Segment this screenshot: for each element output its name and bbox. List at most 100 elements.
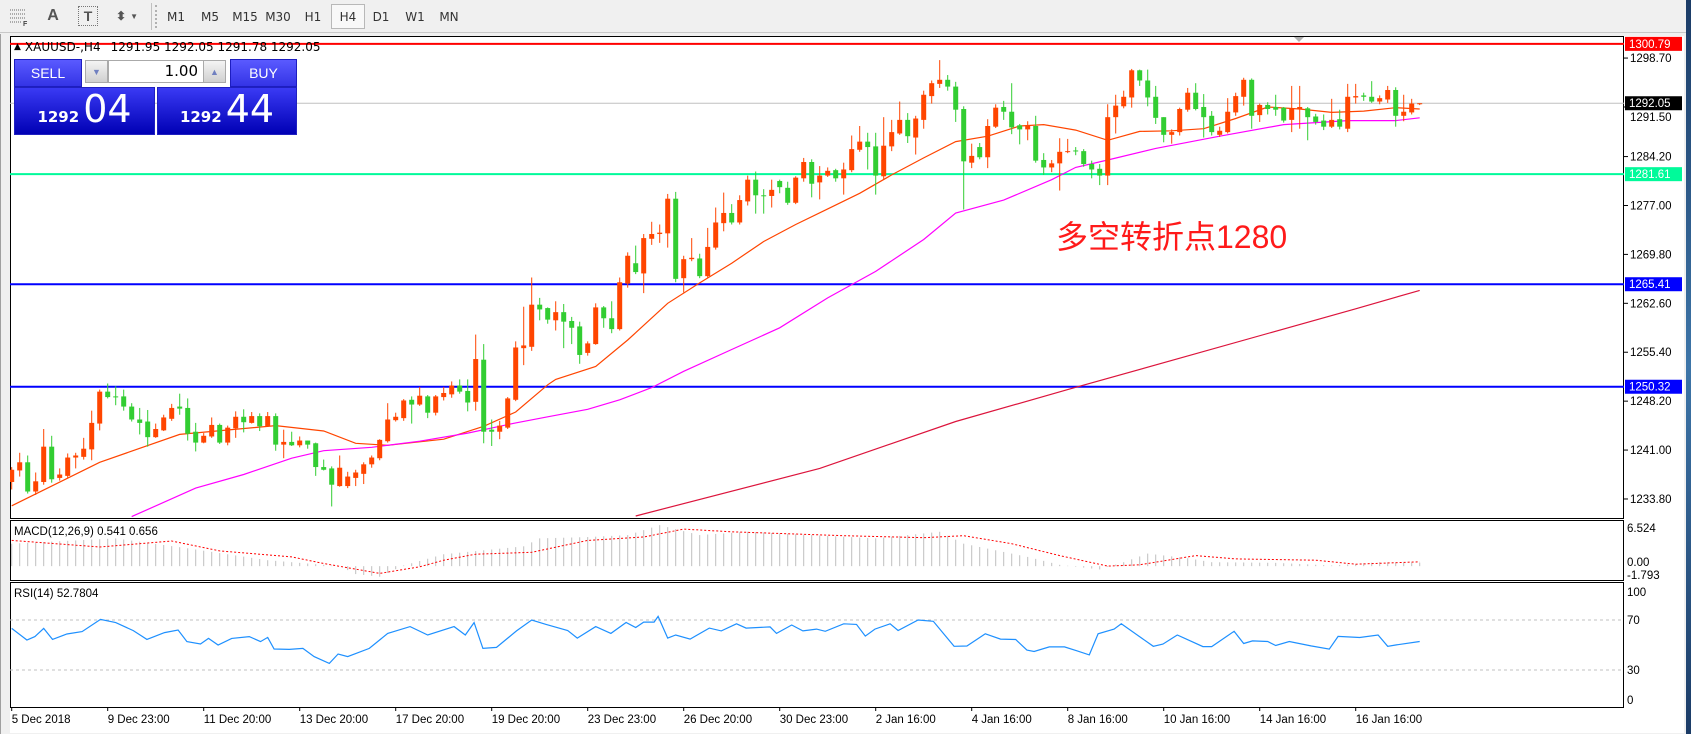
candle <box>1409 98 1415 115</box>
candle-body <box>369 457 375 465</box>
candle <box>985 119 991 169</box>
candle <box>865 132 871 170</box>
candle-body <box>1393 89 1399 116</box>
candle-body <box>297 440 303 446</box>
moving-average-line-3 <box>635 289 1420 517</box>
price-axis-label: 1233.80 <box>1630 494 1672 506</box>
candle <box>1121 90 1127 109</box>
time-axis-label: 14 Jan 16:00 <box>1260 714 1327 726</box>
text-label-icon[interactable]: T <box>78 6 98 26</box>
candle <box>209 417 215 438</box>
timeframe-m1[interactable]: M1 <box>167 9 185 24</box>
candle <box>857 125 863 152</box>
lots-input[interactable]: 1.00 <box>108 60 204 83</box>
candle-body <box>1369 96 1375 102</box>
timeframe-h4[interactable]: H4 <box>331 4 365 29</box>
macd-signal-line <box>11 528 1420 574</box>
candle-body <box>713 222 719 248</box>
chart-annotation-text[interactable]: 多空转折点1280 <box>1056 219 1288 255</box>
candle <box>1225 98 1231 134</box>
candle-body <box>393 416 399 421</box>
timeframe-w1[interactable]: W1 <box>405 9 425 24</box>
candle <box>57 468 63 481</box>
sell-button[interactable]: SELL <box>14 59 82 87</box>
candle <box>969 143 975 169</box>
candle <box>81 437 87 460</box>
chart-shift-marker[interactable] <box>1294 37 1304 42</box>
candle-body <box>529 304 535 347</box>
candle <box>929 80 935 104</box>
candle <box>577 321 583 364</box>
candle-body <box>409 399 415 405</box>
candle-body <box>1185 92 1191 110</box>
candle-body <box>609 318 615 330</box>
buy-button[interactable]: BUY <box>230 59 297 87</box>
toolbar-grip[interactable] <box>155 5 157 28</box>
candle <box>193 422 199 452</box>
sell-price-box[interactable]: 1292 04 <box>14 87 155 135</box>
lots-increase-button[interactable]: ▲ <box>203 60 226 83</box>
candle <box>457 379 463 394</box>
text-a-icon[interactable]: A <box>47 7 59 24</box>
candle-body <box>1169 132 1175 135</box>
candle-body <box>777 181 783 188</box>
price-axis-label: 1284.20 <box>1630 152 1672 164</box>
candle-body <box>937 79 943 84</box>
candle-body <box>1161 117 1167 135</box>
candle <box>721 192 727 232</box>
candle-body <box>241 416 247 423</box>
candle-body <box>1129 70 1135 98</box>
candle-body <box>489 429 495 432</box>
candle <box>1129 68 1135 108</box>
candle-body <box>321 467 327 470</box>
price-axis-label: 1277.00 <box>1630 200 1672 212</box>
timeframe-m30[interactable]: M30 <box>265 9 291 24</box>
candle-body <box>441 392 447 398</box>
candle-body <box>1273 106 1279 110</box>
time-axis-label: 17 Dec 20:00 <box>396 714 464 726</box>
buy-price-minor: 44 <box>225 87 275 131</box>
candle <box>993 104 999 129</box>
buy-price-box[interactable]: 1292 44 <box>157 87 297 135</box>
candle <box>1257 103 1263 122</box>
grid-f-icon[interactable]: F <box>8 6 30 26</box>
triangle-up-icon[interactable]: ▲ <box>14 42 21 52</box>
candle-body <box>913 118 919 138</box>
candle-body <box>337 467 343 487</box>
chart-canvas[interactable] <box>10 36 1684 733</box>
candle <box>89 410 95 461</box>
toolbar: F A T ⬍ ▼ M1 M5 M15 M30 H1 H4 D1 W1 MN <box>0 0 1691 33</box>
moving-average-line-2 <box>131 117 1420 518</box>
candle-body <box>617 282 623 330</box>
candle-body <box>1025 125 1031 130</box>
timeframe-d1[interactable]: D1 <box>372 9 390 24</box>
price-plot <box>10 42 1624 518</box>
candle <box>497 420 503 440</box>
timeframe-m15[interactable]: M15 <box>232 9 258 24</box>
candle-body <box>145 421 151 438</box>
current-price-box <box>1625 96 1682 111</box>
candle <box>505 397 511 430</box>
timeframe-h1[interactable]: H1 <box>304 9 322 24</box>
candle-body <box>473 359 479 402</box>
candle-body <box>1409 103 1415 113</box>
arrows-icon[interactable]: ⬍ ▼ <box>110 6 144 26</box>
candle-body <box>1105 117 1111 176</box>
candle-body <box>801 162 807 179</box>
candle-body <box>209 424 215 437</box>
candle <box>769 179 775 208</box>
candle-body <box>505 398 511 428</box>
candle-body <box>769 189 775 196</box>
lots-decrease-button[interactable]: ▼ <box>85 60 108 83</box>
candle <box>105 383 111 399</box>
timeframe-m5[interactable]: M5 <box>201 9 219 24</box>
candle <box>817 166 823 200</box>
candle-body <box>961 109 967 162</box>
timeframe-mn[interactable]: MN <box>439 9 459 24</box>
candle <box>521 306 527 366</box>
candle <box>569 316 575 345</box>
candle-body <box>1113 105 1119 118</box>
candle <box>713 207 719 250</box>
candle <box>33 472 39 495</box>
